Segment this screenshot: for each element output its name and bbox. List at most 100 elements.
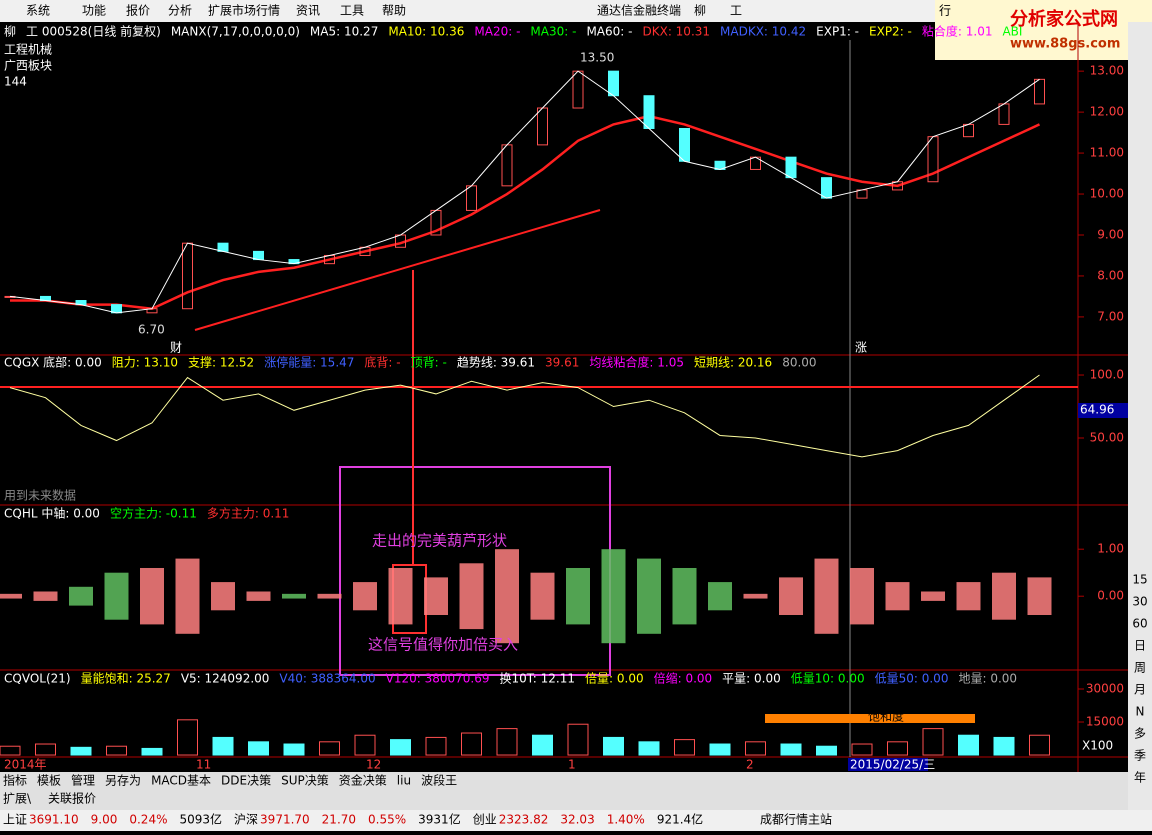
- indicator-label: 短期线: 20.16: [694, 356, 772, 370]
- candle: [679, 127, 690, 162]
- toolbar-item[interactable]: 日: [1134, 639, 1146, 653]
- y-tick-label: 1.00: [1097, 542, 1124, 556]
- hl-bar: [282, 593, 306, 599]
- volume-bar: [922, 728, 944, 756]
- menu-item[interactable]: 资讯: [296, 4, 320, 18]
- menu-item[interactable]: 系统: [26, 4, 50, 18]
- indicator-label: 支撑: 12.52: [188, 355, 254, 370]
- status-item: 5093亿: [179, 812, 222, 827]
- candle: [785, 156, 797, 179]
- toolbar-item[interactable]: 多: [1134, 727, 1146, 741]
- hl-bar: [246, 591, 271, 601]
- annotation: 走出的完美葫芦形状: [372, 532, 507, 550]
- indicator-label: V5: 124092.00: [181, 672, 270, 686]
- logo-bg: [935, 0, 1152, 60]
- hl-bar: [566, 567, 590, 625]
- status-item: 0.24%: [129, 813, 167, 827]
- menu-item[interactable]: 帮助: [382, 4, 406, 18]
- toolbar-item[interactable]: 15: [1132, 573, 1147, 587]
- indicator-label: 顶背: -: [411, 356, 447, 370]
- status-item: 32.03: [560, 813, 594, 827]
- menu-item[interactable]: 行: [939, 4, 951, 18]
- candle: [963, 123, 974, 138]
- volume-bar: [283, 743, 305, 756]
- y-tick-label: 12.00: [1090, 105, 1124, 119]
- tab[interactable]: DDE决策: [221, 774, 271, 788]
- stock-info: 工程机械: [4, 42, 52, 57]
- tab[interactable]: SUP决策: [281, 774, 329, 788]
- indicator-label: 趋势线: 39.61: [457, 356, 535, 370]
- date-label: 2: [746, 758, 754, 772]
- menu-item[interactable]: 扩展市场行情: [208, 3, 280, 18]
- volume-bar: [390, 739, 411, 756]
- toolbar-item[interactable]: 月: [1134, 683, 1146, 697]
- status-item: 9.00: [91, 813, 118, 827]
- hl-bar: [992, 572, 1016, 620]
- sub-tab[interactable]: 关联报价: [48, 791, 96, 806]
- status-item: 0.55%: [368, 813, 406, 827]
- menu-stock: 柳: [694, 4, 706, 18]
- date-label: 11: [196, 758, 211, 772]
- tab[interactable]: 资金决策: [339, 773, 387, 788]
- toolbar-item[interactable]: 年: [1134, 771, 1146, 785]
- menu-item[interactable]: 分析: [168, 4, 192, 18]
- hl-bar: [956, 582, 981, 611]
- toolbar-item[interactable]: 30: [1132, 595, 1147, 609]
- price-annotation: 涨: [855, 340, 867, 355]
- date-label: 2014年: [4, 758, 47, 772]
- toolbar-item[interactable]: N: [1136, 705, 1145, 719]
- status-item: 上证: [3, 813, 27, 827]
- toolbar-item[interactable]: 季: [1134, 749, 1146, 763]
- indicator-label: MA10: 10.36: [388, 25, 464, 39]
- volume-bar: [887, 741, 908, 756]
- tab[interactable]: 管理: [71, 773, 95, 788]
- indicator-label: 涨停能量: 15.47: [264, 355, 354, 370]
- candle: [537, 107, 548, 146]
- status-item: 沪深: [234, 813, 258, 827]
- osc-line: [9, 374, 1040, 458]
- tab[interactable]: liu: [397, 774, 411, 788]
- ma-line: [10, 114, 1041, 310]
- hl-bar: [850, 567, 874, 625]
- indicator-label: 粘合度: 1.01: [922, 24, 993, 39]
- hl-bar: [885, 582, 910, 611]
- menu-bar: [0, 0, 1152, 22]
- sub-tab[interactable]: 扩展\: [3, 792, 32, 806]
- indicator-label: ABI: [1002, 25, 1022, 39]
- hl-bar: [495, 549, 519, 644]
- toolbar-item[interactable]: 周: [1134, 661, 1146, 675]
- menu-item[interactable]: 功能: [82, 4, 106, 18]
- hl-bar: [104, 572, 129, 620]
- app-title: 通达信金融终端: [597, 3, 681, 18]
- volume-bar: [958, 734, 979, 756]
- status-item: 创业: [473, 813, 497, 827]
- price-annotation: 财: [170, 341, 182, 355]
- tab[interactable]: MACD基本: [151, 774, 211, 788]
- indicator-label: 均线粘合度: 1.05: [589, 355, 684, 370]
- y-tick-label: 9.00: [1097, 227, 1124, 241]
- tab[interactable]: 波段王: [421, 773, 457, 788]
- candle: [998, 103, 1010, 125]
- tab[interactable]: 指标: [3, 773, 27, 788]
- menu-item[interactable]: 工具: [340, 4, 364, 18]
- current-bg: [1078, 403, 1128, 418]
- tab-bar: [0, 772, 1128, 810]
- candle: [501, 144, 513, 187]
- toolbar-item[interactable]: 60: [1132, 617, 1147, 631]
- volume-bar: [709, 743, 731, 756]
- unit-label: X100: [1082, 739, 1113, 753]
- indicator-label: 倍缩: 0.00: [654, 671, 713, 686]
- tab[interactable]: 另存为: [105, 774, 141, 788]
- volume-bar: [816, 745, 837, 756]
- tab[interactable]: 模板: [37, 774, 61, 788]
- volume-bar: [354, 734, 376, 756]
- indicator-label: V120: 380070.69: [386, 672, 490, 686]
- y-tick-label: 7.00: [1097, 309, 1124, 323]
- volume-bar: [461, 732, 482, 756]
- menu-item[interactable]: 报价: [126, 3, 150, 18]
- status-item: 21.70: [322, 813, 356, 827]
- y-tick-label: 30000: [1086, 682, 1124, 696]
- hl-bar: [672, 567, 697, 625]
- indicator-label: CQVOL(21): [4, 672, 71, 686]
